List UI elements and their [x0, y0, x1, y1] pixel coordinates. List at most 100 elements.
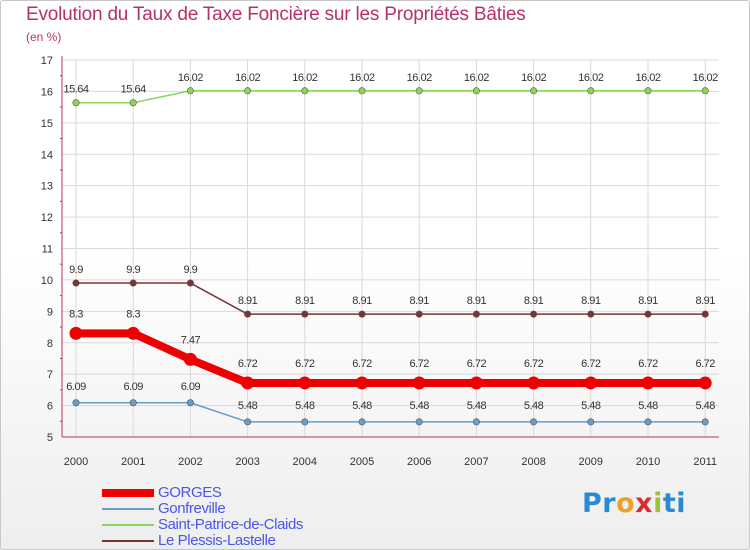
data-label: 6.09 — [123, 381, 143, 393]
data-point — [644, 87, 652, 95]
data-label: 5.48 — [638, 400, 658, 412]
y-tick-label: 10 — [41, 275, 53, 287]
data-label: 9.9 — [69, 264, 83, 276]
logo-part: i — [653, 488, 663, 519]
data-label: 16.02 — [349, 72, 374, 84]
legend-swatch — [102, 524, 154, 526]
data-point — [186, 87, 194, 95]
legend-swatch — [102, 489, 154, 497]
x-tick-label: 2008 — [521, 456, 545, 468]
data-point — [129, 399, 137, 407]
data-point — [301, 87, 309, 95]
data-label: 8.91 — [524, 295, 544, 307]
x-tick-label: 2010 — [636, 456, 660, 468]
x-tick-label: 2000 — [64, 456, 88, 468]
data-label: 6.72 — [581, 358, 601, 370]
data-label: 5.48 — [695, 400, 715, 412]
data-point — [186, 399, 194, 407]
y-tick-label: 13 — [41, 181, 53, 193]
data-point — [584, 376, 598, 390]
data-labels-layer: 15.64 15.64 16.02 16.02 16.02 16.02 16.02 16.02… — [63, 72, 718, 412]
series-line — [75, 90, 706, 104]
data-point — [530, 310, 538, 318]
data-point — [126, 326, 140, 340]
x-tick-label: 2001 — [121, 456, 145, 468]
data-label: 9.9 — [126, 264, 140, 276]
data-label: 6.72 — [524, 358, 544, 370]
data-point — [183, 352, 197, 366]
data-label: 8.91 — [352, 295, 372, 307]
data-point — [244, 310, 252, 318]
x-tick-label: 2002 — [178, 456, 202, 468]
legend-label: Gonfreville — [158, 500, 226, 517]
data-point — [587, 310, 595, 318]
logo-part: ti — [662, 488, 687, 519]
data-point — [530, 418, 538, 426]
y-tick-label: 5 — [47, 432, 53, 444]
series-line — [75, 402, 706, 423]
x-tick-label: 2009 — [579, 456, 603, 468]
axes: 5 6 7 8 9 10 11 12 13 14 15 16 17 2000 2001 2002 2003 200… — [41, 55, 719, 468]
series-gonfreville — [72, 399, 709, 426]
data-point — [301, 418, 309, 426]
data-label: 8.91 — [581, 295, 601, 307]
data-point — [72, 279, 80, 287]
series-line — [72, 329, 710, 387]
data-label: 16.02 — [235, 72, 260, 84]
legend-swatch — [102, 540, 154, 542]
y-tick-label: 14 — [41, 149, 53, 161]
data-label: 15.64 — [121, 84, 146, 96]
x-tick-label: 2006 — [407, 456, 431, 468]
data-label: 16.02 — [407, 72, 432, 84]
x-tick-label: 2007 — [464, 456, 488, 468]
data-point — [129, 99, 137, 107]
data-point — [644, 418, 652, 426]
data-point — [358, 87, 366, 95]
data-label: 16.02 — [464, 72, 489, 84]
data-point — [72, 99, 80, 107]
data-point — [244, 87, 252, 95]
data-point — [469, 376, 483, 390]
data-label: 6.72 — [409, 358, 429, 370]
logo-part: o — [616, 488, 636, 519]
data-label: 5.48 — [238, 400, 258, 412]
data-label: 16.02 — [693, 72, 718, 84]
data-label: 5.48 — [352, 400, 372, 412]
data-label: 8.3 — [69, 308, 83, 320]
x-tick-label: 2003 — [235, 456, 259, 468]
data-label: 8.91 — [638, 295, 658, 307]
data-label: 5.48 — [295, 400, 315, 412]
data-label: 8.91 — [295, 295, 315, 307]
data-label: 8.91 — [695, 295, 715, 307]
data-point — [472, 87, 480, 95]
y-tick-label: 17 — [41, 55, 53, 67]
data-point — [129, 279, 137, 287]
data-label: 15.64 — [63, 84, 88, 96]
legend-label: Saint-Patrice-de-Claids — [158, 516, 304, 533]
data-label: 6.72 — [638, 358, 658, 370]
data-point — [241, 376, 255, 390]
data-label: 8.91 — [238, 295, 258, 307]
legend: GORGES Gonfreville Saint-Patrice-de-Claids… — [102, 485, 303, 549]
chart-title: Evolution du Taux de Taxe Foncière sur l… — [26, 4, 526, 25]
y-tick-label: 12 — [41, 212, 53, 224]
data-point — [69, 326, 83, 340]
data-point — [244, 418, 252, 426]
data-point — [644, 310, 652, 318]
data-label: 5.48 — [524, 400, 544, 412]
data-point — [301, 310, 309, 318]
data-label: 8.3 — [126, 308, 140, 320]
data-point — [587, 418, 595, 426]
data-label: 9.9 — [184, 264, 198, 276]
data-label: 16.02 — [521, 72, 546, 84]
y-tick-label: 9 — [47, 306, 53, 318]
data-point — [527, 376, 541, 390]
data-point — [472, 418, 480, 426]
series-layer — [69, 87, 712, 426]
x-tick-label: 2004 — [293, 456, 317, 468]
data-label: 6.72 — [467, 358, 487, 370]
legend-item: Le Plessis-Lastelle — [102, 533, 303, 549]
data-label: 16.02 — [178, 72, 203, 84]
data-label: 5.48 — [581, 400, 601, 412]
series-le-plessis-lastelle — [72, 279, 709, 318]
